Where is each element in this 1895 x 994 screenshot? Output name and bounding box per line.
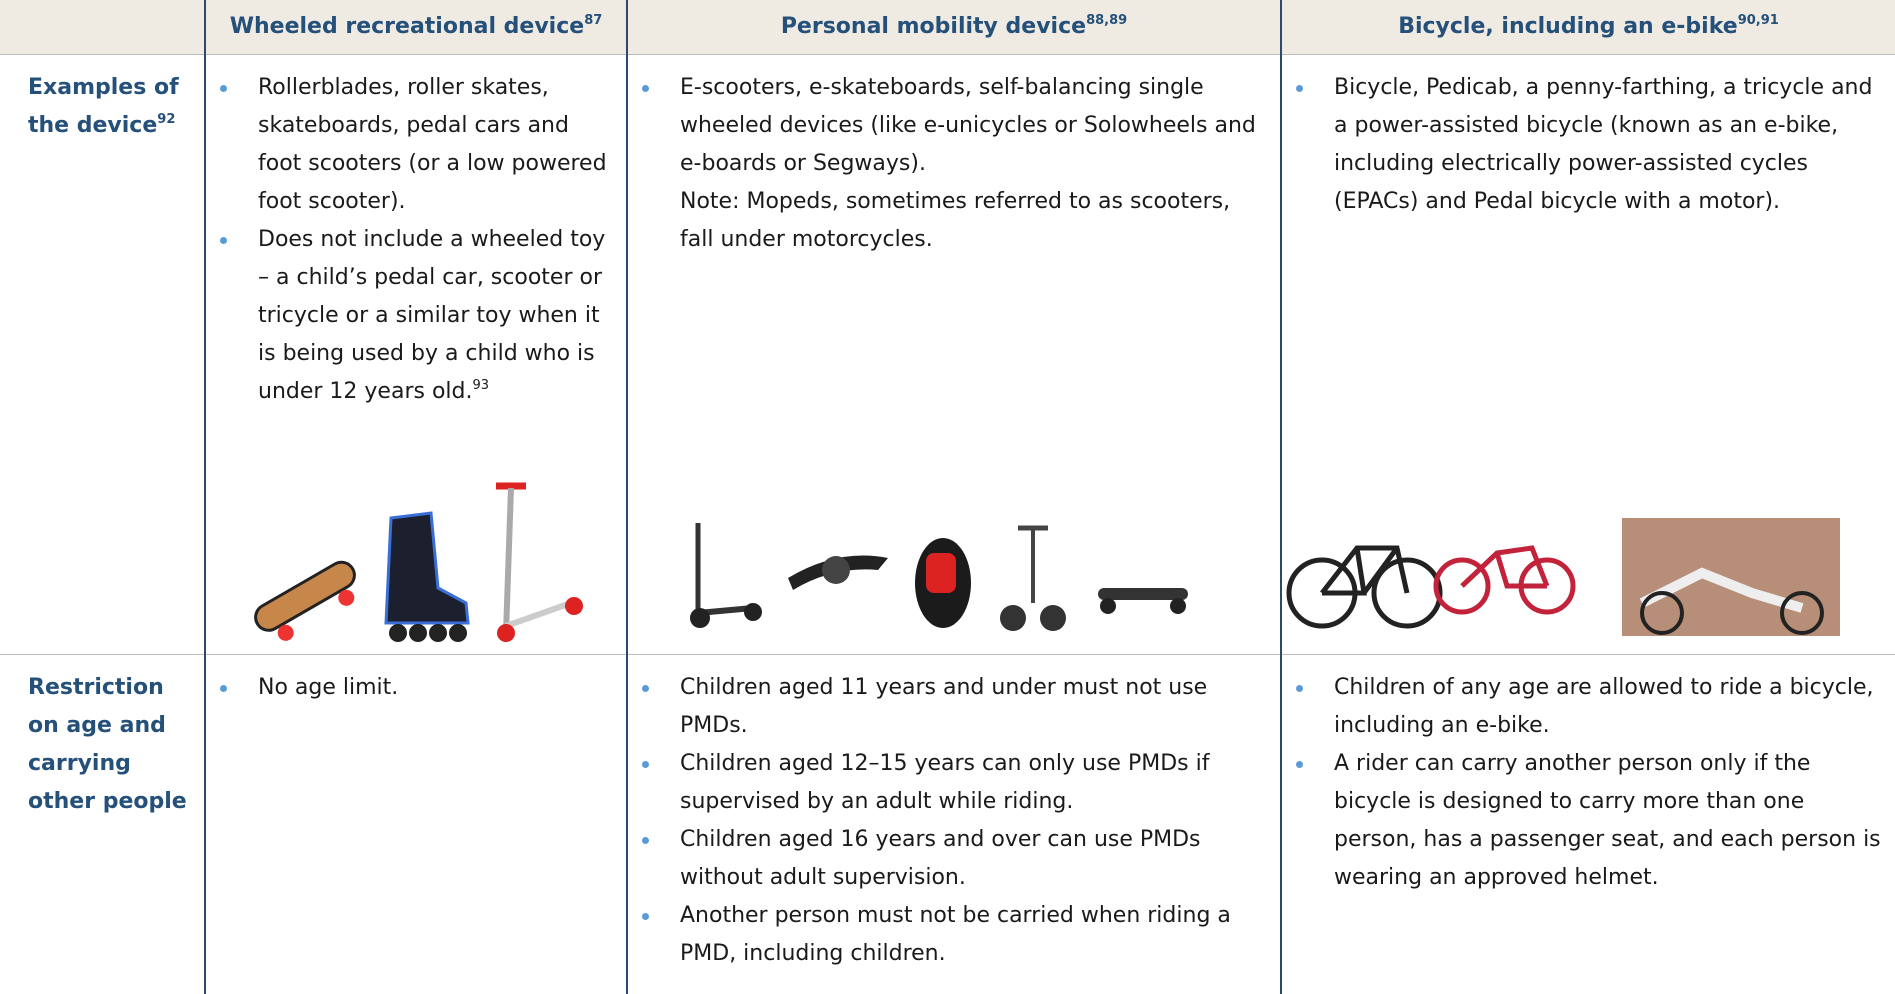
bullet: Bicycle, Pedicab, a penny-farthing, a tr… [1282,69,1885,221]
bullet-text: Bicycle, Pedicab, a penny-farthing, a tr… [1334,75,1873,214]
bullet-text: A rider can carry another person only if… [1334,751,1881,890]
table-row: Examples of the device92 Rollerblades, r… [0,54,1895,655]
scooter-image [496,482,583,642]
bullet: Does not include a wheeled toy – a child… [206,221,616,411]
device-images [690,523,1188,631]
footnote-ref: 92 [157,112,176,127]
bullet-list: Rollerblades, roller skates, skateboards… [206,69,616,411]
bullet-list: E-scooters, e-skateboards, self-balancin… [628,69,1270,183]
e-scooter-image [690,523,762,628]
header-text: Personal mobility device [780,14,1087,39]
bullet: A rider can carry another person only if… [1282,745,1885,897]
header-text: Bicycle, including an e-bike [1398,14,1738,39]
bullet-list: No age limit. [206,669,616,707]
recumbent-trike-image [1622,518,1840,636]
header-text: Wheeled recreational device [229,14,585,39]
footnote-ref: 88,89 [1086,13,1128,28]
bullet-text: Children aged 12–15 years can only use P… [680,751,1210,814]
footnote-ref: 93 [472,378,490,393]
table-cell: No age limit. [204,654,627,994]
table-cell: Children aged 11 years and under must no… [626,654,1281,994]
bullet-text: Children aged 11 years and under must no… [680,675,1208,738]
bullet-text: Children of any age are allowed to ride … [1334,675,1874,738]
bullet-list: Children aged 11 years and under must no… [628,669,1270,973]
bullet-list: Children of any age are allowed to ride … [1282,669,1885,897]
bullet-text: Rollerblades, roller skates, skateboards… [258,75,607,214]
onewheel-image [788,555,888,590]
bicycle-image [1286,545,1443,629]
device-images [1286,518,1840,636]
bullet-text: No age limit. [258,675,399,700]
row-label: Restriction on age and carrying other pe… [0,654,205,994]
bullet: Another person must not be carried when … [628,897,1270,973]
footnote-ref: 90,91 [1737,13,1779,28]
e-bike-image [1433,545,1576,615]
bullet: E-scooters, e-skateboards, self-balancin… [628,69,1270,183]
row-label-text: Examples of the device [28,75,179,138]
bullet-text: E-scooters, e-skateboards, self-balancin… [680,75,1256,176]
device-images [254,482,583,642]
e-board-image [1098,588,1188,614]
segway-image [1000,525,1066,631]
rollerblade-image [384,511,470,642]
bullet: Children of any age are allowed to ride … [1282,669,1885,745]
row-label: Examples of the device92 [0,54,205,655]
row-label-text: Restriction on age and carrying other pe… [28,675,187,814]
corner-cell [0,0,205,55]
bullet: Children aged 12–15 years can only use P… [628,745,1270,821]
bullet: No age limit. [206,669,616,707]
bullet: Children aged 11 years and under must no… [628,669,1270,745]
footnote-ref: 87 [584,13,603,28]
table-cell: Bicycle, Pedicab, a penny-farthing, a tr… [1280,54,1895,655]
bullet-text: Another person must not be carried when … [680,903,1231,966]
skateboard-image [254,560,356,641]
header-row: Wheeled recreational device87 Personal m… [0,0,1895,55]
bullet: Children aged 16 years and over can use … [628,821,1270,897]
bullet-text: Does not include a wheeled toy – a child… [258,227,606,404]
column-header: Personal mobility device88,89 [626,0,1281,55]
bullet: Rollerblades, roller skates, skateboards… [206,69,616,221]
bullet-text: Children aged 16 years and over can use … [680,827,1201,890]
bullet-list: Bicycle, Pedicab, a penny-farthing, a tr… [1282,69,1885,221]
unicycle-image [915,538,971,628]
column-header: Bicycle, including an e-bike90,91 [1280,0,1895,55]
table-cell: E-scooters, e-skateboards, self-balancin… [626,54,1281,655]
table-row: Restriction on age and carrying other pe… [0,654,1895,994]
table-cell: Children of any age are allowed to ride … [1280,654,1895,994]
column-header: Wheeled recreational device87 [204,0,627,55]
note-text: Note: Mopeds, sometimes referred to as s… [680,189,1231,252]
table-cell: Rollerblades, roller skates, skateboards… [204,54,627,655]
